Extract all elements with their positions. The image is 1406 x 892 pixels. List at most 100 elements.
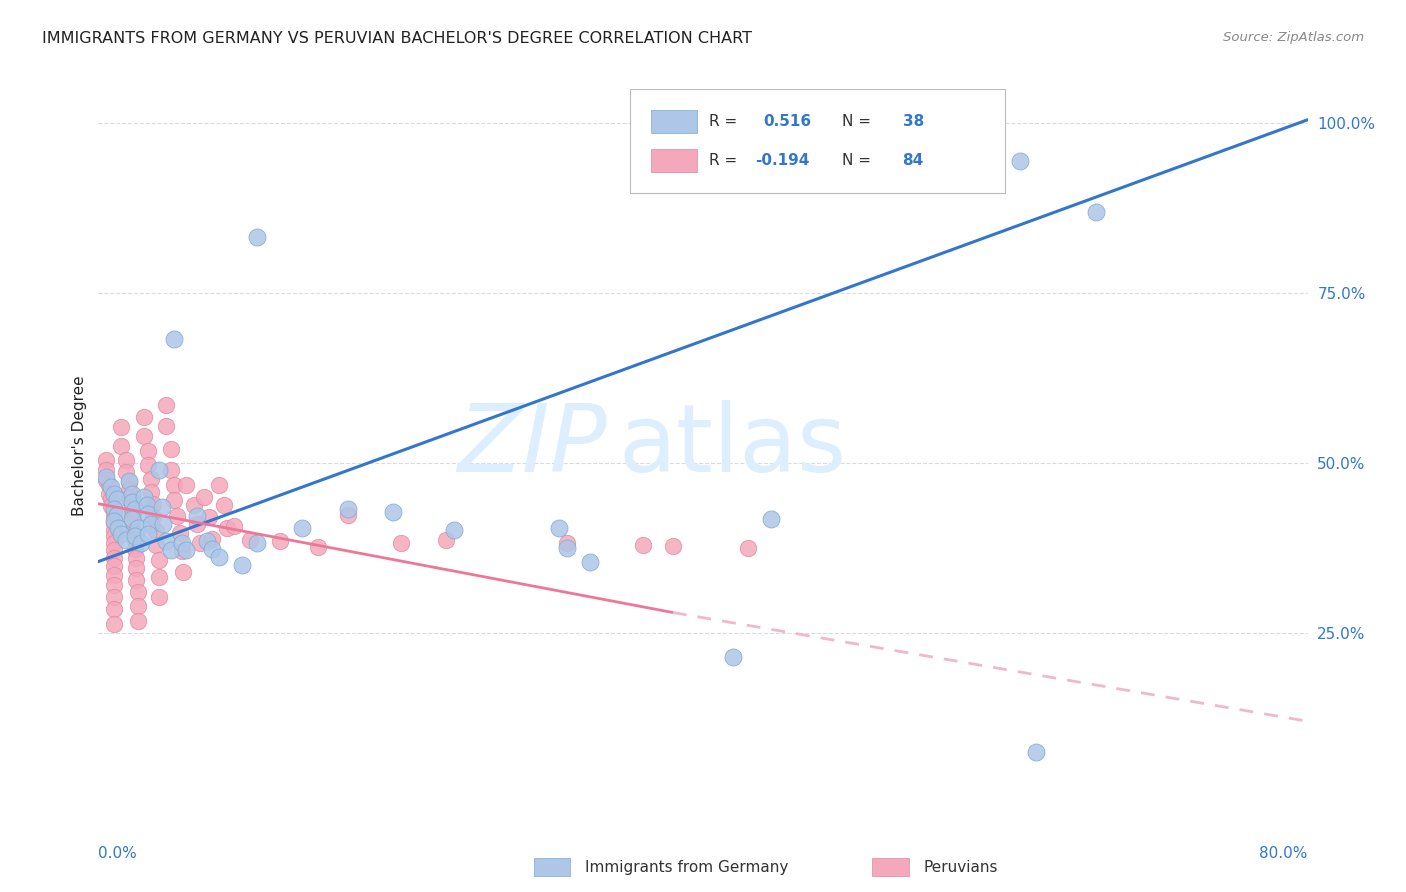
Point [121, 499, 143, 513]
Point [105, 491, 128, 506]
Point [269, 534, 291, 549]
Point [118, 483, 141, 498]
Point [307, 541, 329, 555]
Point [103, 568, 125, 582]
Point [246, 230, 269, 244]
Point [129, 535, 152, 549]
Point [163, 493, 186, 508]
Point [155, 418, 177, 433]
Point [141, 484, 163, 499]
Point [155, 398, 177, 412]
Point [239, 533, 262, 547]
Point [193, 490, 215, 504]
Point [136, 507, 159, 521]
Text: IMMIGRANTS FROM GERMANY VS PERUVIAN BACHELOR'S DEGREE CORRELATION CHART: IMMIGRANTS FROM GERMANY VS PERUVIAN BACH… [42, 31, 752, 46]
Point [336, 508, 359, 522]
Point [141, 517, 163, 532]
Point [163, 478, 186, 492]
Point [132, 490, 155, 504]
Point [103, 602, 125, 616]
Point [136, 443, 159, 458]
Point [188, 536, 211, 550]
Point [208, 477, 231, 491]
Text: -0.194: -0.194 [755, 153, 810, 168]
Point [118, 491, 141, 506]
Text: 0.0%: 0.0% [98, 846, 138, 861]
Point [197, 510, 219, 524]
Point [201, 542, 224, 557]
Point [125, 561, 148, 575]
Point [246, 535, 269, 549]
Point [170, 544, 193, 558]
FancyBboxPatch shape [651, 110, 697, 133]
Point [136, 458, 159, 472]
Point [100, 480, 122, 494]
Point [118, 474, 141, 488]
Point [135, 498, 157, 512]
Point [103, 523, 125, 537]
Point [1085, 204, 1108, 219]
FancyBboxPatch shape [534, 858, 569, 876]
Point [662, 539, 685, 553]
Text: Immigrants from Germany: Immigrants from Germany [585, 860, 787, 874]
Point [148, 570, 170, 584]
Point [737, 541, 759, 555]
Point [127, 614, 149, 628]
Point [110, 527, 132, 541]
Point [145, 524, 167, 538]
Point [169, 526, 191, 541]
Point [114, 533, 136, 547]
Point [121, 512, 143, 526]
Point [759, 512, 782, 526]
Point [155, 534, 177, 549]
Point [98, 486, 121, 500]
Point [160, 463, 183, 477]
Point [114, 465, 136, 479]
Point [172, 565, 194, 579]
Point [110, 439, 132, 453]
Point [555, 541, 578, 555]
Point [114, 452, 136, 467]
Point [212, 498, 235, 512]
Text: R =: R = [709, 114, 742, 128]
Point [127, 520, 149, 534]
Point [103, 590, 125, 604]
Point [103, 486, 125, 500]
Text: N =: N = [842, 153, 876, 168]
Point [231, 558, 253, 572]
Text: atlas: atlas [619, 400, 846, 492]
Text: N =: N = [842, 114, 876, 128]
Point [121, 507, 143, 521]
Point [548, 520, 571, 534]
Point [121, 515, 143, 529]
Point [291, 520, 314, 534]
Point [100, 499, 122, 513]
Point [103, 543, 125, 558]
Point [118, 475, 141, 489]
Point [124, 502, 146, 516]
Point [1010, 153, 1032, 168]
Point [150, 500, 173, 515]
Text: R =: R = [709, 153, 742, 168]
Point [125, 551, 148, 566]
Point [98, 478, 121, 492]
Point [195, 534, 218, 549]
Point [215, 520, 238, 534]
Point [121, 486, 143, 500]
Point [103, 510, 125, 524]
Point [100, 491, 122, 506]
Point [122, 524, 145, 538]
Point [132, 429, 155, 443]
Point [103, 503, 125, 517]
Point [103, 529, 125, 543]
Point [103, 578, 125, 592]
Point [121, 495, 143, 509]
Point [163, 332, 186, 346]
Point [94, 469, 117, 483]
Point [336, 502, 359, 516]
Point [132, 409, 155, 424]
Point [103, 617, 125, 632]
Point [160, 543, 183, 558]
Point [125, 573, 148, 587]
Text: 38: 38 [903, 114, 924, 128]
